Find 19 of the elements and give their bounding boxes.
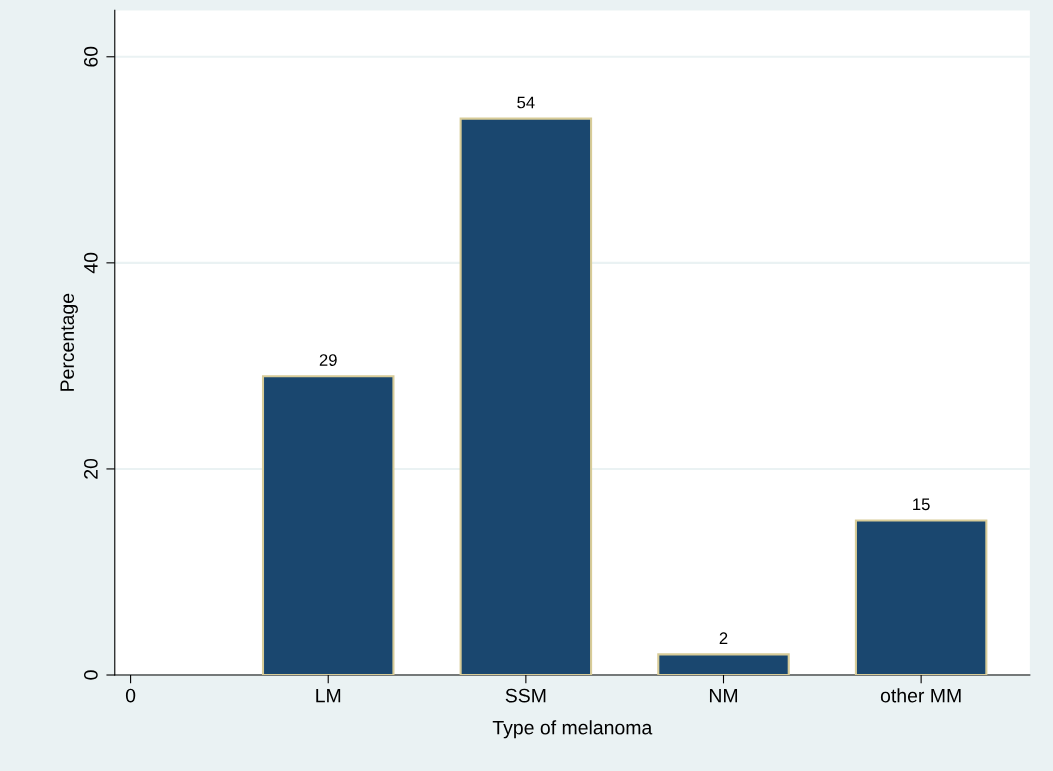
x-tick-label: LM [316, 688, 341, 703]
data-label: 29 [319, 354, 337, 366]
bar [459, 117, 593, 676]
y-tick-label: 40 [83, 252, 98, 274]
y-axis-title: Percentage [60, 293, 78, 391]
y-tick-label: 20 [83, 458, 98, 479]
x-tick-label: 0 [125, 688, 136, 703]
bar [854, 519, 988, 676]
y-tick-label: 60 [83, 46, 98, 67]
data-label: 15 [913, 498, 930, 511]
x-tick-label: SSM [505, 688, 546, 703]
data-label: 54 [517, 96, 535, 109]
x-axis-title: Type of melanoma [492, 720, 653, 739]
y-tick-label: 0 [83, 670, 98, 680]
data-label: 2 [719, 632, 728, 644]
bar [261, 375, 395, 676]
x-tick-label: other MM [880, 688, 961, 703]
x-tick-label: NM [709, 688, 738, 703]
bar [657, 653, 790, 676]
